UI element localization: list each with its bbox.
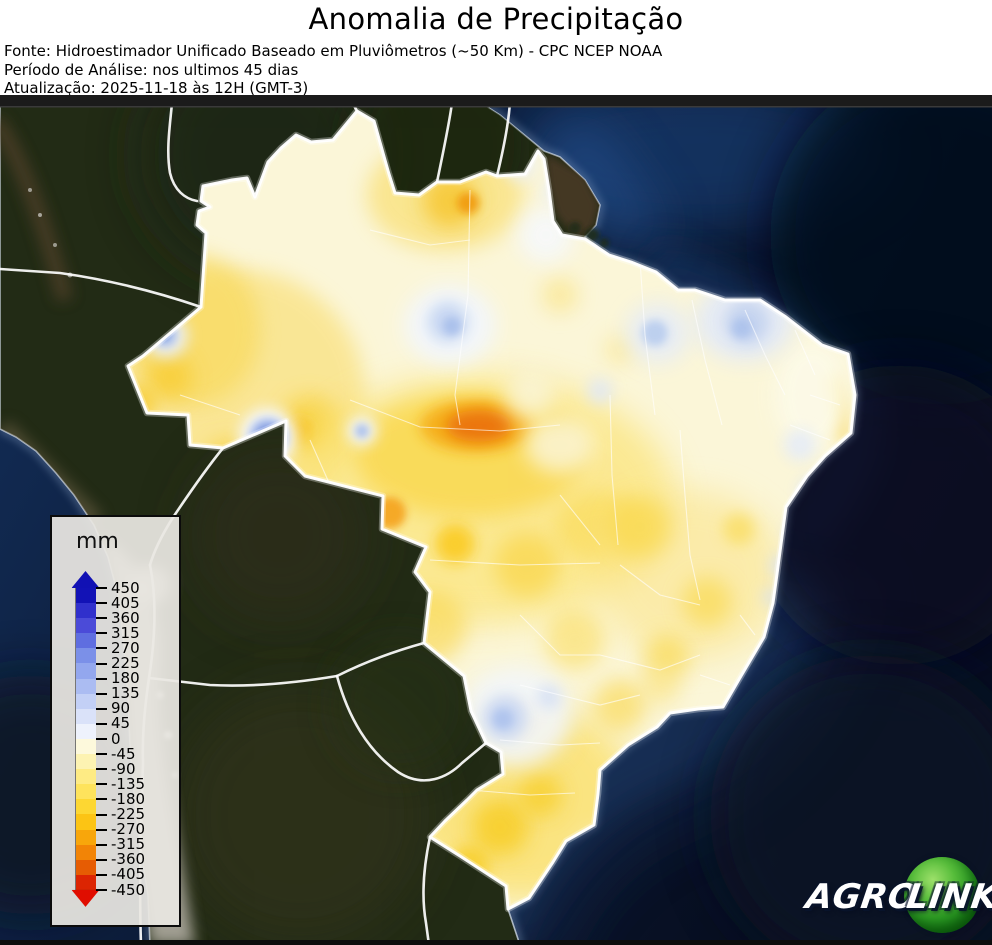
- updated-line: Atualização: 2025-11-18 às 12H (GMT-3): [4, 79, 309, 98]
- brazil-border: [124, 107, 859, 913]
- colorbar-segment: [76, 618, 96, 634]
- colorbar-tick-label: 270: [111, 638, 140, 657]
- colorbar-tick: [96, 873, 107, 876]
- colorbar-tick: [96, 707, 107, 710]
- colorbar: [71, 571, 100, 907]
- legend-unit-label: mm: [76, 529, 119, 554]
- anomaly-map: [0, 95, 992, 945]
- colorbar-tick-label: -135: [111, 774, 146, 793]
- colorbar-tick-label: 405: [111, 593, 140, 612]
- colorbar-tick-label: 315: [111, 623, 140, 642]
- colorbar-arrow-down: [71, 889, 100, 907]
- colorbar-tick-label: 90: [111, 699, 131, 718]
- colorbar-tick-label: -45: [111, 744, 136, 763]
- colorbar-segment: [76, 814, 96, 830]
- colorbar-segment: [76, 663, 96, 679]
- colorbar-segment: [76, 723, 96, 739]
- header-meta: Fonte: Hidroestimador Unificado Baseado …: [4, 42, 662, 98]
- colorbar-tick: [96, 722, 107, 725]
- colorbar-arrow-up: [71, 571, 100, 588]
- colorbar-tick: [96, 858, 107, 861]
- colorbar-tick: [96, 828, 107, 831]
- colorbar-tick-label: 450: [111, 578, 140, 597]
- colorbar-segment: [76, 784, 96, 800]
- page-title: Anomalia de Precipitação: [308, 2, 684, 36]
- colorbar-segment: [76, 738, 96, 755]
- colorbar-tick: [96, 662, 107, 665]
- colorbar-tick: [96, 647, 107, 650]
- colorbar-segment: [76, 648, 96, 664]
- colorbar-segment: [76, 859, 96, 875]
- colorbar-segments: [75, 588, 96, 890]
- agrolink-logo: AGRO LINK: [803, 853, 992, 939]
- colorbar-segment: [76, 588, 96, 604]
- colorbar-segment: [76, 603, 96, 619]
- colorbar-tick: [96, 602, 107, 605]
- colorbar-tick-label: -360: [111, 850, 146, 869]
- colorbar-tick-label: -90: [111, 759, 136, 778]
- logo-green-circle: [904, 857, 980, 933]
- colorbar-ticks: 450 405 360 315 270 225 180 135 90 45 0 -45 -90 -135-…: [96, 579, 180, 899]
- colorbar-tick: [96, 889, 107, 891]
- colorbar-segment: [76, 874, 96, 890]
- logo-text-agro: AGRO: [803, 877, 921, 917]
- colorbar-tick-label: 225: [111, 654, 140, 672]
- colorbar-tick: [96, 813, 107, 816]
- state-borders: [179, 189, 841, 796]
- period-line: Período de Análise: nos ultimos 45 dias: [4, 60, 299, 79]
- colorbar-tick-label: 0: [111, 729, 121, 748]
- colorbar-tick: [96, 617, 107, 620]
- colorbar-segment: [76, 799, 96, 815]
- colorbar-tick: [96, 798, 107, 801]
- colorbar-segment: [76, 829, 96, 845]
- colorbar-tick-label: 45: [111, 714, 131, 733]
- colorbar-tick: [96, 738, 107, 740]
- colorbar-tick-label: -405: [111, 865, 146, 884]
- colorbar-tick-label: 180: [111, 669, 140, 688]
- colorbar-tick-label: -450: [111, 880, 146, 899]
- colorbar-segment: [76, 633, 96, 649]
- colorbar-tick-label: -315: [111, 835, 146, 854]
- colorbar-tick: [96, 587, 107, 589]
- colorbar-segment: [76, 844, 96, 860]
- colorbar-tick: [96, 692, 107, 695]
- map-top-strip-line: [0, 106, 992, 108]
- colorbar-tick: [96, 677, 107, 680]
- colorbar-tick-label: -180: [111, 789, 146, 808]
- colorbar-segment: [76, 678, 96, 694]
- map-top-strip: [0, 95, 992, 106]
- colorbar-tick: [96, 632, 107, 635]
- colorbar-tick: [96, 843, 107, 846]
- colorbar-tick: [96, 753, 107, 756]
- colorbar-segment: [76, 754, 96, 770]
- map-bottom-strip: [0, 940, 992, 945]
- colorbar-tick-label: 360: [111, 608, 140, 627]
- colorbar-tick-label: -225: [111, 805, 146, 823]
- colorbar-segment: [76, 708, 96, 724]
- map-area: mm 450 405 360 315 270 225 180 135 90 45 0 -45 -90 -1…: [0, 95, 992, 945]
- source-line: Fonte: Hidroestimador Unificado Baseado …: [4, 42, 663, 60]
- colorbar-tick-label: 135: [111, 684, 140, 703]
- colorbar-tick: [96, 783, 107, 786]
- logo-text-link: LINK: [904, 877, 992, 917]
- legend-panel: mm 450 405 360 315 270 225 180 135 90 45 0 -45 -90 -1…: [50, 515, 181, 927]
- colorbar-tick: [96, 768, 107, 771]
- colorbar-tick-label: -270: [111, 820, 146, 839]
- colorbar-segment: [76, 693, 96, 709]
- colorbar-segment: [76, 769, 96, 785]
